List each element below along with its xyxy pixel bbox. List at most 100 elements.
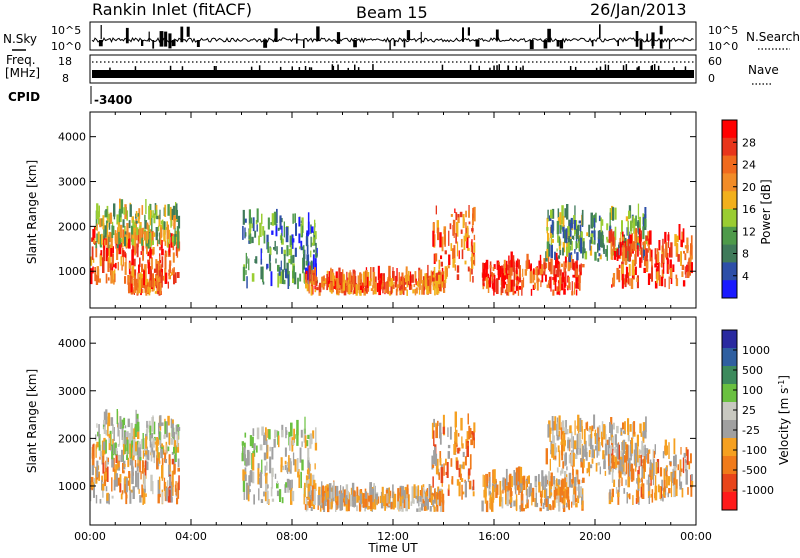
power-scatter-mark [108,247,111,263]
power-scatter-mark [137,236,139,248]
velocity-scatter-mark [105,486,108,492]
power-scatter-mark [444,275,447,284]
power-scatter-mark [507,281,510,296]
power-scatter-mark [664,231,667,244]
power-scatter-mark [444,229,446,242]
power-scatter-mark [160,220,163,225]
velocity-scatter-mark [554,488,558,496]
velocity-scatter-mark [589,427,591,433]
power-scatter-mark [554,251,556,260]
power-scatter-mark [316,247,318,256]
velocity-scatter-mark [540,494,542,507]
velocity-scatter-mark [159,437,161,445]
velocity-scatter-mark [169,459,171,472]
power-scatter-mark [122,229,125,244]
velocity-scatter-mark [539,507,542,512]
velocity-scatter-mark [419,495,422,502]
velocity-scatter-mark [495,487,497,493]
power-scatter-mark [573,220,576,230]
freq-spike [469,64,472,71]
power-scatter-mark [559,212,562,226]
power-scatter-mark [506,284,508,294]
power-scatter-mark [149,280,152,288]
power-scatter-mark [464,233,467,242]
power-scatter-mark [142,289,144,294]
velocity-scatter-mark [122,437,125,447]
power-scatter-mark [138,264,140,274]
power-scatter-mark [568,276,570,289]
freq-spike [279,66,282,77]
velocity-scatter-mark [458,481,461,497]
velocity-scatter-mark [263,491,265,497]
freq-spike [498,64,500,73]
power-scatter-mark [546,248,549,259]
power-scatter-mark [382,281,384,287]
power-scatter-mark [420,269,423,284]
power-scatter-mark [410,284,413,290]
power-scatter-mark [310,260,313,267]
velocity-scatter-mark [492,489,495,503]
power-scatter-mark [133,234,136,247]
power-scatter-mark [681,231,683,248]
velocity-scatter-mark [572,494,575,506]
power-scatter-mark [634,230,636,241]
power-scatter-mark [654,263,657,268]
velocity-scatter-mark [564,427,567,433]
velocity-scatter-mark [311,490,313,497]
power-scatter-mark [319,282,322,293]
velocity-colorbar-segment [722,384,737,403]
power-scatter-mark [388,265,391,282]
power-scatter-mark [132,235,134,239]
velocity-scatter-mark [570,451,573,466]
velocity-scatter-mark [579,486,583,497]
power-scatter-mark [639,257,642,268]
power-scatter-mark [472,207,475,219]
power-scatter-mark [141,228,144,242]
velocity-scatter-mark [304,504,307,510]
velocity-scatter-mark [146,426,148,431]
power-scatter-mark [454,208,456,213]
velocity-scatter-mark [154,436,156,441]
power-scatter-mark [315,231,317,240]
power-scatter-mark [148,290,151,296]
freq-spike [169,65,172,75]
velocity-scatter-mark [317,495,321,506]
velocity-scatter-mark [123,417,126,425]
velocity-scatter-mark [586,421,589,431]
power-scatter-mark [429,275,432,292]
power-scatter-mark [387,277,389,282]
noise-spike [336,32,341,44]
velocity-scatter-mark [388,487,390,504]
power-scatter-mark [383,274,385,290]
power-scatter-mark [547,282,551,287]
power-scatter-mark [313,249,315,253]
freq-spike [181,66,184,76]
velocity-scatter-mark [566,502,568,508]
power-scatter-mark [675,274,678,279]
velocity-scatter-mark [502,477,505,491]
power-scatter-mark [145,292,148,296]
power-scatter-mark [557,235,560,243]
power-scatter-mark [128,275,131,289]
velocity-scatter-mark [613,455,615,467]
velocity-scatter-mark [170,485,173,501]
power-scatter-mark [645,235,649,241]
velocity-scatter-mark [419,490,422,496]
velocity-scatter-mark [574,477,576,487]
velocity-scatter-mark [488,480,491,495]
freq-spike [622,65,625,73]
noise-spike [164,31,168,47]
noise-spike [659,25,663,35]
power-scatter-mark [518,286,522,290]
velocity-colorbar-tick-label: 1000 [742,344,770,357]
noise-spike [141,40,144,46]
velocity-scatter-mark [405,498,408,512]
power-scatter-mark [110,264,112,276]
power-scatter-mark [372,290,375,295]
velocity-scatter-mark [582,459,585,468]
velocity-colorbar-segment [722,456,737,475]
velocity-scatter-mark [623,439,626,454]
power-scatter-mark [406,289,408,296]
power-scatter-mark [307,261,310,276]
velocity-scatter-mark [359,493,362,505]
